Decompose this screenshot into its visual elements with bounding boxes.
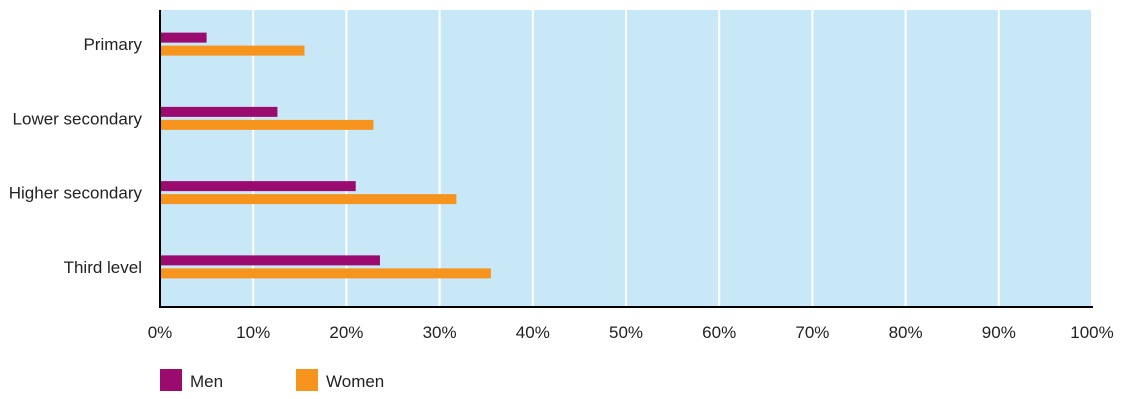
bar-men-1	[160, 106, 278, 117]
category-label: Higher secondary	[9, 184, 143, 203]
bar-women-3	[160, 268, 491, 279]
x-tick-label: 70%	[795, 323, 829, 342]
legend-swatch-men	[160, 369, 182, 391]
legend: Men Women	[160, 369, 384, 391]
bar-men-3	[160, 255, 380, 266]
gridlines	[252, 10, 1093, 307]
category-label: Third level	[64, 258, 142, 277]
bar-women-0	[160, 45, 305, 56]
x-tick-label: 100%	[1070, 323, 1113, 342]
legend-swatch-women	[296, 369, 318, 391]
bars	[160, 32, 491, 279]
x-tick-label: 50%	[609, 323, 643, 342]
x-tick-label: 20%	[329, 323, 363, 342]
x-tick-label: 0%	[148, 323, 173, 342]
x-tick-label: 40%	[516, 323, 550, 342]
x-tick-label: 10%	[236, 323, 270, 342]
legend-label-women: Women	[326, 372, 384, 391]
bar-women-1	[160, 119, 374, 130]
x-tick-label: 80%	[889, 323, 923, 342]
bar-men-0	[160, 32, 207, 43]
x-axis-ticks: 0% 10% 20% 30% 40% 50% 60% 70% 80% 90% 100%	[148, 323, 1114, 342]
x-tick-label: 60%	[702, 323, 736, 342]
legend-label-men: Men	[190, 372, 223, 391]
y-axis-category-labels: Primary Lower secondary Higher secondary Th…	[9, 35, 143, 277]
bar-women-2	[160, 194, 457, 205]
category-label: Lower secondary	[13, 109, 143, 128]
category-label: Primary	[83, 35, 142, 54]
bar-men-2	[160, 181, 356, 192]
x-tick-label: 90%	[982, 323, 1016, 342]
x-tick-label: 30%	[423, 323, 457, 342]
